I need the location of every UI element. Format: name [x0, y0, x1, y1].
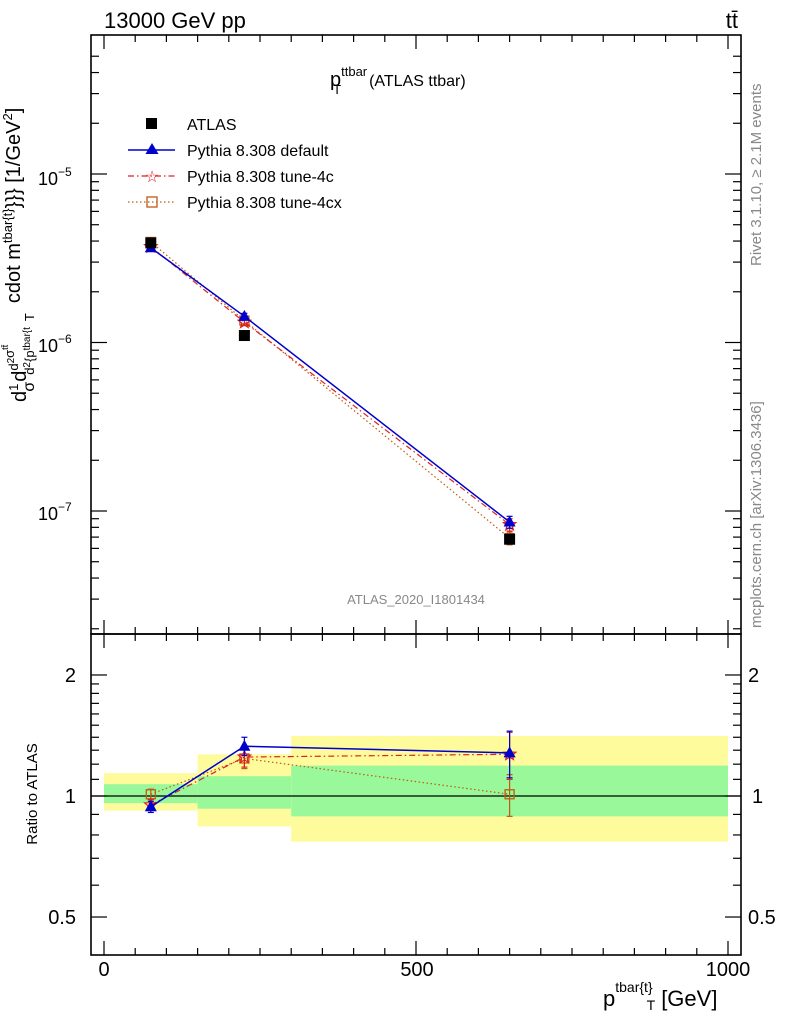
ratio-point-pythia-8-308-tune-4cx: [504, 789, 515, 800]
ratio-band-inner: [197, 776, 292, 809]
header-process-label: tt̄: [726, 8, 738, 33]
legend-marker-tune4cx: [146, 196, 158, 208]
analysis-watermark: ATLAS_2020_I1801434: [347, 592, 485, 607]
main-ytick-label: 10−5: [38, 165, 72, 189]
plot-title: pttbar T (ATLAS ttbar): [330, 64, 466, 97]
legend-label-tune4cx: Pythia 8.308 tune-4cx: [187, 195, 342, 212]
main-point-pythia-8-308-default: [503, 515, 516, 527]
ratio-ytick-label-right: 2: [748, 665, 759, 687]
xtick-label: 500: [400, 959, 433, 981]
xtick-label: 0: [98, 959, 109, 981]
main-point-pythia-8-308-default: [238, 309, 251, 321]
ratio-ytick-label: 2: [65, 665, 76, 687]
main-point-atlas: [504, 533, 516, 545]
ratio-ytick-label-right: 1: [752, 786, 763, 808]
legend-label-tune4c: Pythia 8.308 tune-4c: [187, 169, 334, 186]
ratio-bands: [104, 736, 728, 842]
axis-ticks: [91, 35, 741, 955]
x-axis-label: ptbar{t} T [GeV]: [603, 979, 717, 1013]
main-line-pythia-8-308-tune-4c: [150, 246, 510, 526]
ratio-point-pythia-8-308-default: [238, 739, 251, 751]
legend-marker-tune4c: ☆: [145, 169, 159, 186]
data-series: [143, 236, 518, 817]
main-ytick-label: 10−6: [38, 332, 72, 356]
legend-label-default: Pythia 8.308 default: [187, 143, 329, 160]
main-ytick-label: 10−7: [38, 500, 72, 524]
xtick-label: 1000: [706, 959, 751, 981]
ratio-ytick-label-right: 0.5: [748, 907, 776, 929]
main-point-atlas: [145, 237, 157, 249]
ratio-ytick-label: 0.5: [48, 907, 76, 929]
main-y-axis-label: d1σdd2σtt̄d2{ptbar{tTcdot mtbar{t}}}} [1…: [0, 108, 38, 402]
header-energy-label: 13000 GeV pp: [104, 8, 246, 33]
ratio-point-pythia-8-308-default: [503, 746, 516, 758]
ratio-ytick-label: 1: [65, 786, 76, 808]
main-line-pythia-8-308-default: [150, 247, 511, 523]
mcplots-label: mcplots.cern.ch [arXiv:1306.3436]: [748, 401, 765, 628]
ratio-point-pythia-8-308-default: [144, 800, 157, 812]
legend-label-atlas: ATLAS: [187, 117, 237, 134]
rivet-version-label: Rivet 3.1.10, ≥ 2.1M events: [748, 84, 765, 267]
svg-text:d1σdd2σtt̄d2{ptbar{tTcdot mtba: d1σdd2σtt̄d2{ptbar{tTcdot mtbar{t}}}} [1…: [0, 108, 38, 402]
ratio-point-pythia-8-308-tune-4c: [236, 748, 253, 764]
main-line-pythia-8-308-tune-4cx: [150, 241, 510, 539]
legend-marker-default: [145, 143, 159, 154]
legend: ATLAS Pythia 8.308 default ☆ Pythia 8.30…: [128, 117, 342, 212]
ratio-y-axis-label: Ratio to ATLAS: [24, 743, 41, 844]
legend-marker-atlas: [146, 118, 157, 129]
main-point-atlas: [238, 330, 250, 342]
